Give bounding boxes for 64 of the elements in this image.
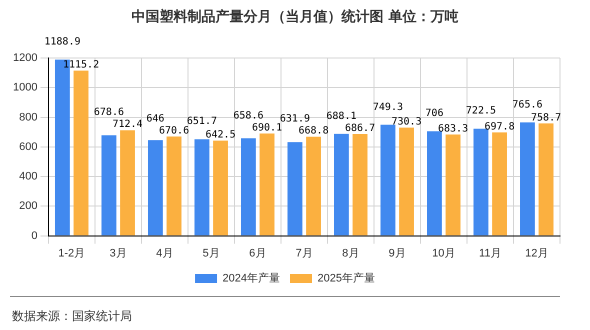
- bar: [213, 140, 228, 236]
- x-tick-label: 6月: [249, 247, 266, 260]
- data-label: 642.5: [205, 130, 236, 141]
- data-label: 668.8: [298, 126, 329, 137]
- data-label: 670.6: [158, 125, 190, 136]
- bar: [148, 140, 163, 236]
- bar: [334, 134, 349, 236]
- x-tick-label: 12月: [525, 247, 548, 260]
- bar: [492, 132, 507, 236]
- data-label: 765.6: [512, 99, 543, 110]
- y-tick-label: 800: [19, 111, 38, 124]
- bar: [446, 134, 460, 236]
- bar: [399, 128, 414, 236]
- bar: [194, 139, 210, 236]
- data-label: 690.1: [252, 122, 282, 134]
- bar: [166, 136, 182, 236]
- y-tick-label: 400: [19, 170, 38, 183]
- data-label: 658.6: [233, 110, 264, 122]
- y-tick-label: 200: [19, 200, 38, 212]
- data-label: 686.7: [344, 123, 376, 134]
- data-label: 749.3: [372, 102, 403, 113]
- bar: [427, 131, 442, 236]
- y-tick-label: 1000: [12, 82, 38, 94]
- y-tick-label: 600: [19, 140, 38, 153]
- data-label: 730.3: [391, 116, 422, 128]
- x-tick-label: 11月: [479, 247, 502, 260]
- bar: [120, 130, 135, 236]
- bar: [306, 136, 321, 236]
- source-note: 数据来源：国家统计局: [12, 308, 132, 325]
- x-tick-label: 8月: [342, 247, 360, 260]
- x-tick-label: 3月: [110, 247, 127, 260]
- data-label: 706: [425, 108, 444, 120]
- y-tick-label: 1200: [12, 52, 38, 64]
- data-label: 646: [146, 113, 164, 124]
- bar: [101, 135, 116, 236]
- data-label: 1188.9: [44, 36, 80, 48]
- data-label: 678.6: [94, 107, 124, 118]
- x-tick-label: 5月: [202, 247, 220, 260]
- x-tick-label: 1-2月: [58, 247, 86, 260]
- x-tick-label: 4月: [156, 247, 174, 260]
- bar: [380, 124, 396, 236]
- chart-title: 中国塑料制品产量分月（当月值）统计图 单位：万吨: [130, 8, 460, 26]
- y-tick-label: 0: [31, 230, 38, 242]
- data-label: 651.7: [186, 116, 217, 128]
- data-label: 758.7: [530, 112, 562, 124]
- bar: [538, 123, 554, 236]
- bar: [260, 134, 274, 236]
- bar: [474, 128, 488, 236]
- legend-label: 2025年产量: [318, 272, 375, 285]
- data-label: 631.9: [280, 114, 310, 125]
- bar: [240, 138, 256, 236]
- bar: [520, 122, 535, 236]
- legend-label: 2024年产量: [222, 272, 280, 285]
- data-label: 722.5: [466, 106, 496, 117]
- data-label: 712.4: [112, 119, 143, 130]
- x-tick-label: 10月: [432, 247, 456, 260]
- bar: [352, 134, 368, 236]
- data-label: 688.1: [326, 110, 356, 122]
- bar: [74, 70, 88, 236]
- bar: [287, 142, 302, 236]
- data-label: 697.8: [484, 121, 515, 132]
- x-tick-label: 9月: [388, 247, 406, 260]
- x-tick-label: 7月: [296, 247, 313, 260]
- data-label: 683.3: [438, 124, 468, 135]
